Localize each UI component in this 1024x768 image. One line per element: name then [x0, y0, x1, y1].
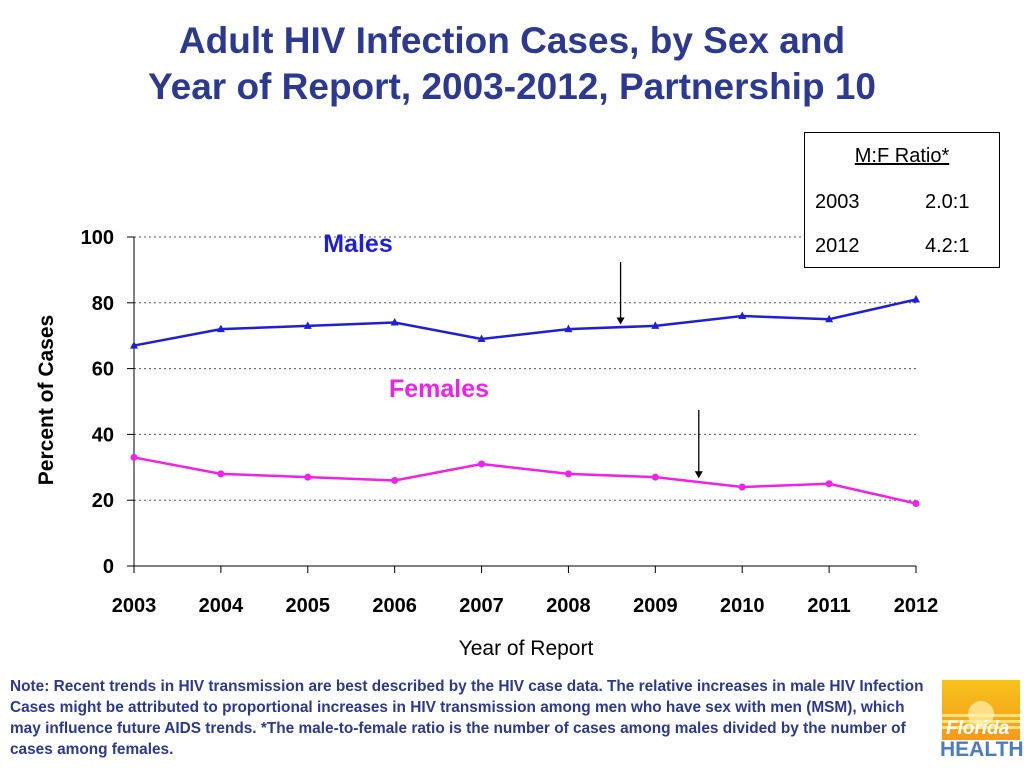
- x-tick-label: 2010: [720, 595, 765, 617]
- chart-title-line1: Adult HIV Infection Cases, by Sex and: [178, 20, 846, 61]
- data-point: [216, 324, 225, 333]
- data-point: [478, 460, 486, 468]
- logo-text-florida: Florida: [946, 718, 1010, 739]
- x-axis-label: Year of Report: [459, 637, 594, 660]
- x-tick-label: 2005: [286, 595, 331, 617]
- data-point: [651, 321, 660, 329]
- data-series: [130, 295, 920, 507]
- ratio-value: 4.2:1: [925, 235, 970, 257]
- data-point: [738, 483, 746, 491]
- ratio-heading: M:F Ratio*: [854, 145, 950, 167]
- chart-title-line2: Year of Report, 2003-2012, Partnership 1…: [147, 66, 876, 107]
- data-point: [564, 324, 573, 333]
- x-tick-label: 2011: [807, 595, 850, 617]
- females-label: Females: [389, 375, 489, 403]
- x-tick-labels: 2003 2004 2005 2006 2007 2008 2009 2010 2011 2012: [112, 595, 939, 617]
- x-tick-label: 2004: [199, 595, 244, 617]
- y-tick-label: 20: [92, 490, 114, 512]
- y-axis-label: Percent of Cases: [35, 315, 58, 485]
- y-tick-label: 60: [92, 359, 114, 381]
- florida-health-logo: [942, 680, 1020, 740]
- data-point: [304, 473, 312, 481]
- logo-text-health: HEALTH: [940, 738, 1024, 761]
- ratio-year: 2012: [815, 235, 860, 257]
- x-tick-label: 2007: [459, 595, 504, 617]
- data-point: [825, 480, 833, 488]
- data-point: [303, 321, 312, 329]
- mf-ratio-box: M:F Ratio* 2003 2.0:1 2012 4.2:1: [804, 132, 1000, 268]
- data-point: [390, 318, 399, 326]
- data-point: [912, 499, 920, 507]
- ratio-year: 2003: [815, 191, 860, 213]
- data-point: [738, 311, 747, 319]
- x-tick-label: 2006: [372, 595, 417, 617]
- ratio-row: 2012 4.2:1: [815, 235, 985, 259]
- data-point: [912, 295, 920, 303]
- males-label: Males: [323, 230, 392, 258]
- y-tick-label: 40: [92, 424, 114, 446]
- y-tick-labels: 0 20 40 60 80 100: [81, 227, 114, 578]
- data-point: [130, 453, 138, 461]
- x-tick-label: 2009: [633, 595, 678, 617]
- footnote: Note: Recent trends in HIV transmission …: [10, 678, 924, 758]
- females-arrowhead: [694, 471, 703, 479]
- data-point: [217, 470, 225, 478]
- x-tick-label: 2008: [546, 595, 591, 617]
- x-tick-label: 2003: [112, 595, 157, 617]
- ratio-row: 2003 2.0:1: [815, 191, 985, 215]
- x-tick-label: 2012: [894, 595, 939, 617]
- ratio-value: 2.0:1: [925, 191, 970, 213]
- y-tick-label: 0: [103, 556, 114, 578]
- series-line-females: [133, 456, 917, 505]
- gridlines: [134, 236, 916, 501]
- data-point: [651, 473, 659, 481]
- chart-title: Adult HIV Infection Cases, by Sex and Ye…: [0, 18, 1024, 110]
- series-callouts: Males Females: [323, 230, 703, 479]
- data-point: [391, 476, 399, 484]
- y-tick-label: 100: [81, 227, 114, 249]
- axes: [127, 236, 917, 573]
- males-arrowhead: [616, 317, 625, 325]
- data-point: [825, 314, 834, 323]
- y-tick-label: 80: [92, 293, 114, 315]
- series-line-males: [133, 298, 917, 347]
- data-point: [564, 470, 572, 478]
- data-point: [130, 341, 138, 349]
- data-point: [477, 334, 486, 342]
